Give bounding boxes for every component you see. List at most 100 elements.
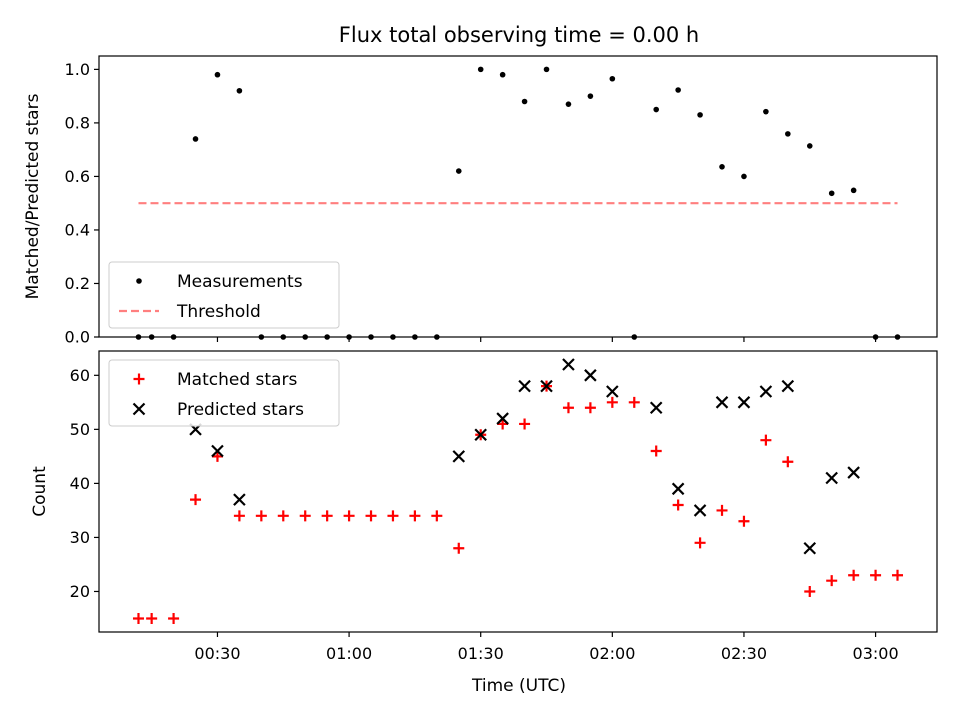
matched-star-point xyxy=(826,575,838,587)
x-tick-label: 01:00 xyxy=(326,644,372,663)
measurement-point xyxy=(302,334,309,340)
measurement-point xyxy=(741,173,747,180)
matched-star-point xyxy=(738,515,750,527)
legend-label: Measurements xyxy=(177,272,303,292)
matched-star-point xyxy=(255,510,267,522)
measurement-point xyxy=(390,334,396,340)
y-tick-label: 20 xyxy=(70,582,90,601)
legend-box xyxy=(108,359,340,427)
measurement-point xyxy=(455,168,462,174)
measurement-point xyxy=(346,334,352,340)
predicted-star-point xyxy=(233,493,246,506)
matched-star-point xyxy=(694,537,706,549)
predicted-star-point xyxy=(474,428,487,442)
matched-star-point xyxy=(146,612,158,624)
matched-star-point xyxy=(299,510,311,522)
predicted-star-point xyxy=(452,450,466,463)
matched-star-point xyxy=(782,456,794,468)
measurement-point xyxy=(543,66,550,73)
measurement-point xyxy=(894,334,901,340)
top-panel: 0.0 0.2 0.4 0.6 0.8 1.0 Matched/Predicted star… xyxy=(23,55,938,347)
legend: Measurements Threshold xyxy=(108,261,340,329)
predicted-star-point xyxy=(671,482,685,496)
measurement-point xyxy=(412,334,418,340)
measurement-point xyxy=(872,334,879,340)
legend-marker xyxy=(133,373,145,385)
matched-star-point xyxy=(409,510,421,522)
y-tick-label: 50 xyxy=(70,420,90,439)
measurement-point xyxy=(521,98,528,105)
predicted-star-point xyxy=(781,379,795,393)
measurement-point xyxy=(697,112,703,118)
plot-frame xyxy=(98,350,938,633)
series-group xyxy=(132,358,904,624)
measurement-point xyxy=(324,334,330,340)
x-tick-label: 00:30 xyxy=(194,644,240,663)
matched-star-point xyxy=(277,510,289,522)
matched-star-point xyxy=(168,612,180,624)
measurement-point xyxy=(850,187,857,194)
predicted-star-point xyxy=(715,396,729,409)
measurement-point xyxy=(828,190,835,197)
measurement-point xyxy=(806,143,813,149)
legend-marker xyxy=(132,402,146,416)
matched-star-point xyxy=(343,510,355,522)
predicted-star-point xyxy=(540,379,553,393)
y-tick-label: 30 xyxy=(70,528,90,547)
measurement-point xyxy=(148,334,155,340)
y-axis-label: Count xyxy=(30,466,50,517)
legend-label: Predicted stars xyxy=(177,400,304,420)
legend-box xyxy=(108,261,340,329)
y-tick-label: 0.6 xyxy=(65,167,90,186)
predicted-star-point xyxy=(803,541,817,555)
y-tick-label: 1.0 xyxy=(65,60,90,79)
measurement-point xyxy=(236,87,243,94)
measurement-point xyxy=(587,93,594,99)
matched-star-point xyxy=(365,510,377,522)
predicted-star-point xyxy=(211,444,224,458)
y-tick-label: 0.8 xyxy=(65,113,90,132)
plot-frame xyxy=(98,55,938,338)
y-tick-label: 40 xyxy=(70,474,90,493)
predicted-star-point xyxy=(606,385,619,398)
matched-star-point xyxy=(760,434,772,446)
measurement-point xyxy=(719,163,725,170)
x-tick-label: 02:30 xyxy=(721,644,767,663)
matched-star-point xyxy=(233,510,245,522)
measurement-point xyxy=(170,334,177,340)
y-tick-label: 60 xyxy=(70,366,90,385)
matched-star-point xyxy=(716,504,728,516)
matched-star-point xyxy=(497,418,509,430)
measurement-point xyxy=(763,108,769,115)
measurement-point xyxy=(477,66,484,73)
bottom-panel: 20 30 40 50 60 00:30 01:00 01:30 02:00 02:30 03:00… xyxy=(30,350,938,663)
measurement-point xyxy=(565,101,572,107)
measurement-point xyxy=(499,71,506,78)
matched-star-point xyxy=(672,499,684,511)
legend-label: Matched stars xyxy=(177,370,297,390)
measurement-point xyxy=(675,87,681,93)
measurement-point xyxy=(258,334,265,340)
matched-star-point xyxy=(562,402,574,414)
y-tick-label: 0.4 xyxy=(65,220,90,239)
measurement-point xyxy=(214,71,221,78)
predicted-star-point xyxy=(737,396,751,409)
predicted-star-point xyxy=(847,466,860,479)
matched-star-point xyxy=(453,542,465,554)
y-tick-label: 0.0 xyxy=(65,328,90,347)
matched-star-point xyxy=(190,494,202,506)
matched-star-point xyxy=(584,402,596,414)
predicted-star-point xyxy=(496,412,509,425)
matched-star-point xyxy=(321,510,333,522)
series-group xyxy=(135,66,901,340)
predicted-star-point xyxy=(562,358,575,371)
measurement-point xyxy=(280,334,287,340)
predicted-star-point xyxy=(518,379,531,393)
y-axis-label: Matched/Predicted stars xyxy=(23,93,43,299)
measurement-point xyxy=(631,334,638,340)
x-axis-label: Time (UTC) xyxy=(471,676,566,696)
measurement-point xyxy=(368,334,374,340)
measurement-point xyxy=(192,136,199,142)
predicted-star-point xyxy=(693,504,707,517)
measurement-point xyxy=(653,106,660,113)
